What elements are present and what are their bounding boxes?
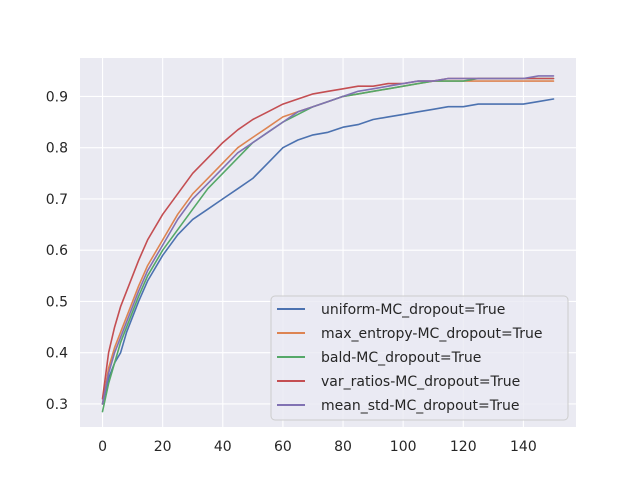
legend-label: var_ratios-MC_dropout=True xyxy=(321,374,520,390)
legend-label: uniform-MC_dropout=True xyxy=(321,302,505,318)
series-line-1 xyxy=(101,98,555,405)
x-tick-label: 40 xyxy=(214,439,232,455)
y-tick-label: 0.8 xyxy=(46,141,68,157)
x-tick-label: 60 xyxy=(274,439,292,455)
legend-label: max_entropy-MC_dropout=True xyxy=(321,326,543,342)
y-tick-label: 0.9 xyxy=(46,89,68,105)
y-tick-label: 0.6 xyxy=(46,243,68,259)
y-tick-label: 0.3 xyxy=(46,397,68,413)
series-lines xyxy=(101,75,555,413)
legend-box xyxy=(270,295,569,421)
legend: uniform-MC_dropout=True max_entropy-MC_dr… xyxy=(270,295,569,421)
x-axis-ticks: 0 20 40 60 80 100 120 140 xyxy=(98,439,537,455)
x-tick-label: 80 xyxy=(334,439,352,455)
y-tick-label: 0.7 xyxy=(46,192,68,208)
x-tick-label: 100 xyxy=(390,439,417,455)
x-tick-label: 0 xyxy=(98,439,107,455)
y-tick-label: 0.5 xyxy=(46,294,68,310)
y-tick-label: 0.4 xyxy=(46,346,68,362)
x-tick-label: 120 xyxy=(450,439,477,455)
x-tick-label: 140 xyxy=(510,439,537,455)
series-line-5 xyxy=(101,75,555,405)
legend-label: mean_std-MC_dropout=True xyxy=(321,398,519,414)
legend-label: bald-MC_dropout=True xyxy=(321,350,481,366)
y-axis-ticks: 0.3 0.4 0.5 0.6 0.7 0.8 0.9 xyxy=(46,89,68,413)
series-line-3 xyxy=(101,77,555,413)
x-tick-label: 20 xyxy=(154,439,172,455)
